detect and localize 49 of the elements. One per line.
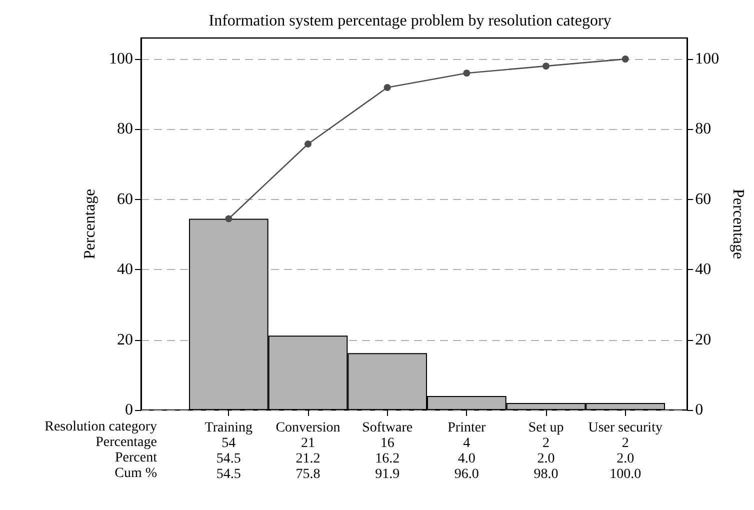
text: 2 — [622, 436, 629, 451]
y-tick-label: 100 — [109, 50, 133, 68]
data-label: 21.2 — [296, 451, 320, 466]
y-tick-label: 60 — [117, 190, 133, 208]
x-tick-label: User security — [588, 420, 662, 436]
y2-tick-label: 20 — [695, 331, 712, 348]
text: Percentage — [96, 435, 157, 450]
y2-tick-label: 0 — [695, 402, 704, 418]
data-label: 96.0 — [454, 466, 479, 482]
y2-axis-title: Percentage — [730, 188, 746, 260]
point — [384, 84, 391, 91]
data-label: 75.8 — [296, 466, 320, 482]
x-tick-label: Software — [362, 420, 413, 436]
y2-tick-label: 80 — [695, 120, 712, 138]
point — [463, 70, 470, 77]
x-axis-title: Resolution category — [44, 420, 157, 434]
y-tick-label: 0 — [125, 402, 133, 418]
text: Percent — [115, 450, 158, 466]
point — [304, 140, 312, 148]
text: 16 — [380, 436, 394, 451]
text: 2 — [542, 436, 550, 451]
data-label: 54.5 — [216, 466, 241, 482]
y-tick-label: 40 — [117, 261, 133, 278]
x-tick-label: Set up — [528, 420, 564, 436]
text: 21 — [301, 436, 315, 451]
y2-tick-label: 60 — [695, 190, 712, 208]
x-tick-label: Training — [204, 420, 253, 436]
y2-tick-label: 100 — [695, 50, 720, 68]
data-label: 98.0 — [534, 466, 558, 482]
x-tick-label: Conversion — [276, 420, 340, 436]
data-label: 2.0 — [537, 451, 555, 466]
data-label: 54.5 — [216, 451, 241, 466]
text: 4 — [463, 436, 470, 451]
data-label: 4.0 — [458, 451, 476, 466]
chart-title: Information system percentage problem by resolution category — [208, 12, 612, 30]
data-label: 100.0 — [610, 466, 642, 482]
x-tick-label: Printer — [448, 420, 486, 436]
y2-tick-label: 40 — [695, 261, 712, 278]
y-axis-title: Percentage — [82, 188, 99, 260]
data-label: 91.9 — [375, 466, 400, 482]
text: Cum % — [114, 466, 158, 481]
data-label: 16.2 — [375, 451, 400, 466]
text: 54 — [222, 436, 236, 451]
point — [225, 215, 232, 222]
data-label: 2.0 — [616, 451, 634, 466]
y-tick-label: 80 — [117, 120, 133, 138]
y-tick-label: 20 — [117, 331, 133, 348]
point — [622, 56, 629, 63]
point — [542, 62, 550, 70]
